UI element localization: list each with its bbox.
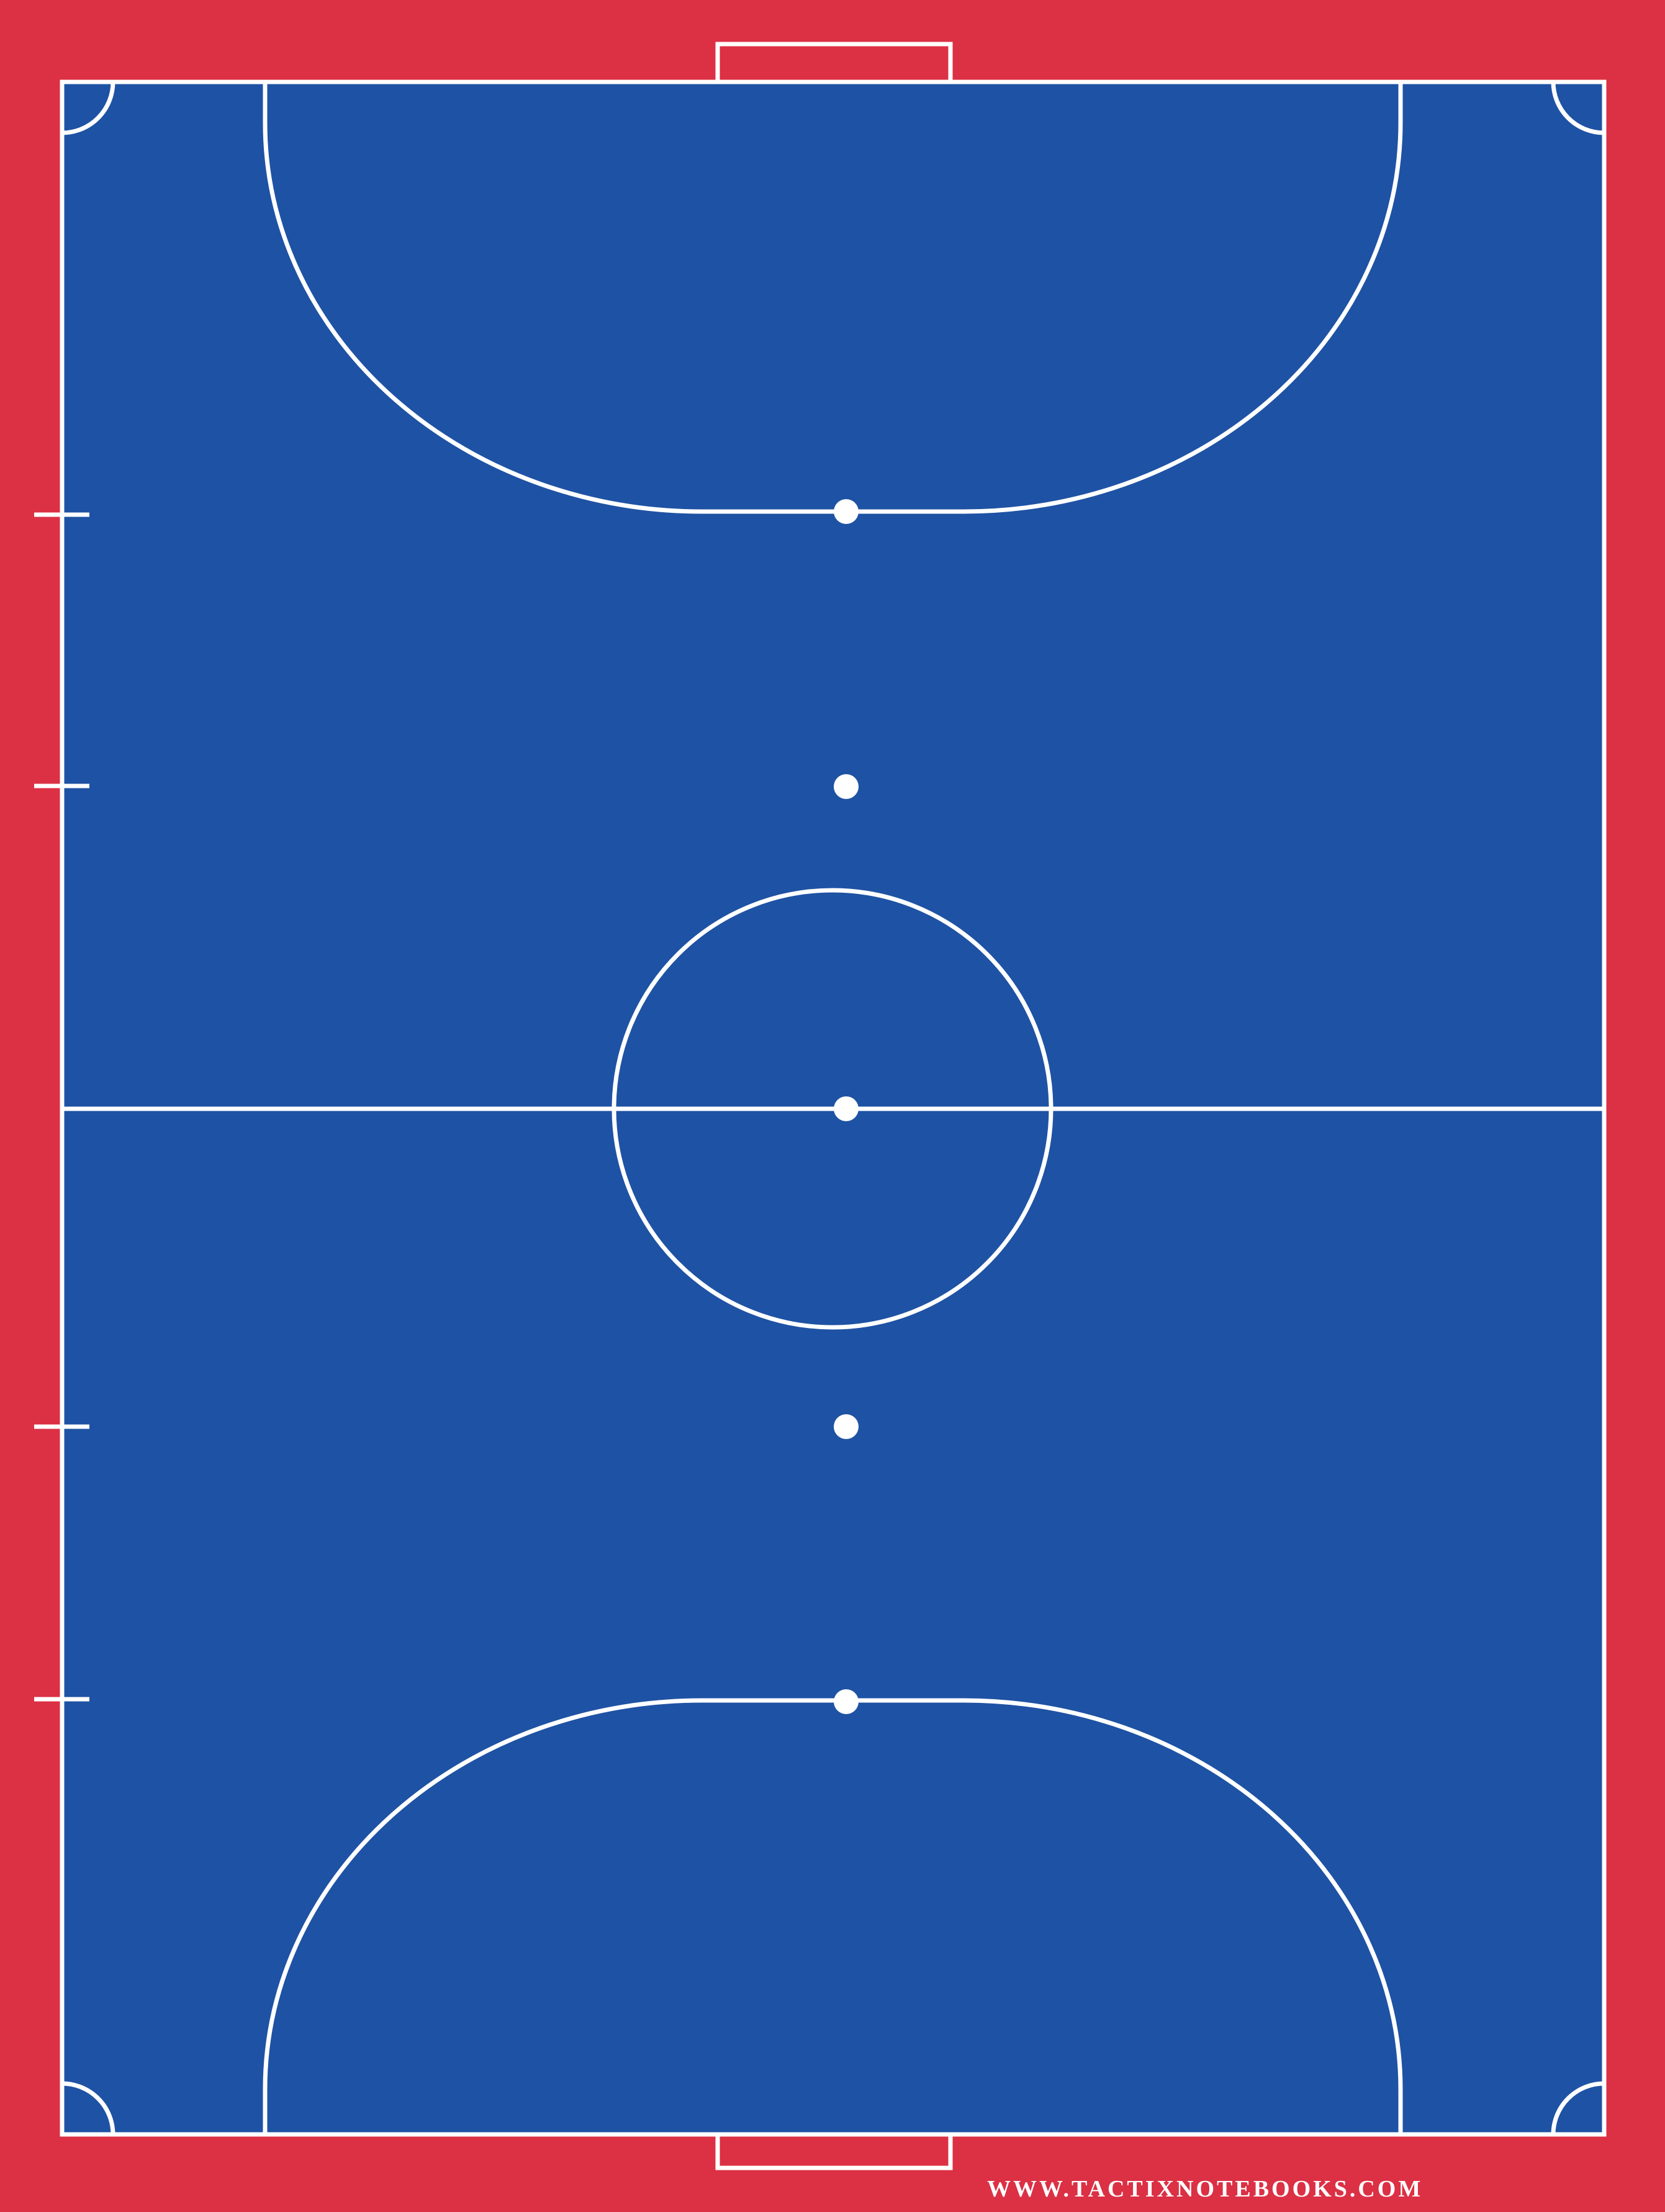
top-penalty-spot — [834, 499, 859, 524]
top-goal — [715, 42, 953, 82]
centre-circle — [611, 888, 1054, 1330]
corner-arc-bottom-right — [1551, 2081, 1605, 2135]
top-second-penalty-spot — [834, 774, 859, 799]
bottom-second-penalty-spot — [834, 1414, 859, 1439]
bottom-penalty-area — [263, 1698, 1403, 2134]
centre-spot — [834, 1096, 859, 1121]
corner-arc-bottom-left — [61, 2081, 115, 2135]
corner-arc-top-left — [61, 81, 115, 135]
website-url: WWW.TACTIXNOTEBOOKS.COM — [987, 2176, 1424, 2202]
corner-arc-top-right — [1551, 81, 1605, 135]
bottom-goal — [715, 2134, 953, 2170]
top-penalty-area — [263, 82, 1403, 514]
bottom-penalty-spot — [834, 1689, 859, 1714]
